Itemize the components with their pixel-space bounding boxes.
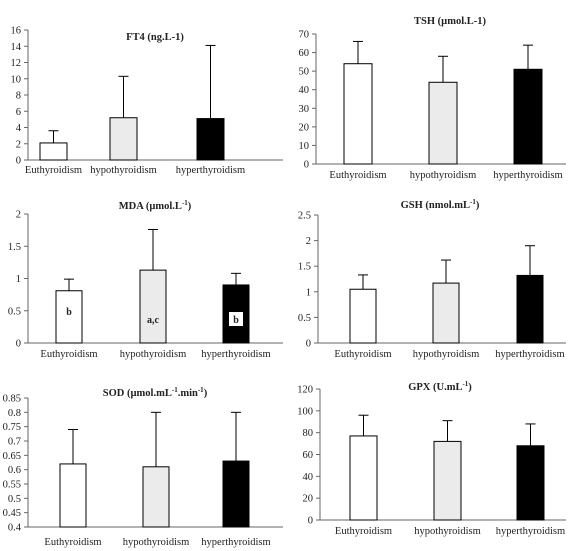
chart-panel-3: 0 0.5 1 1.5 2 Euthyroidism b hypothyroidism a,c h… <box>8 199 283 360</box>
y-tick-label: 12 <box>11 58 22 69</box>
chart-title: GSH (nmol.mL-1) <box>401 198 480 211</box>
category-label: hypothyroidism <box>90 165 157 176</box>
chart-title: FT4 (ng.L-1) <box>126 32 184 43</box>
category-label: hyperthyroidism <box>201 537 270 548</box>
y-tick-label: 120 <box>297 385 313 396</box>
y-tick-label: 0.55 <box>3 480 21 491</box>
bar <box>428 81 458 165</box>
bar <box>109 117 138 161</box>
data-label: a,c <box>147 315 160 326</box>
category-label: hyperthyroidism <box>493 170 562 181</box>
data-label-box <box>229 312 243 326</box>
data-label: b <box>233 315 239 326</box>
bar <box>513 68 543 165</box>
y-tick-label: 20 <box>299 122 310 133</box>
category-label: hypothyroidism <box>410 170 477 181</box>
y-tick-label: 0.7 <box>8 437 21 448</box>
chart-title: TSH (µmol.L-1) <box>414 16 486 27</box>
chart-panel-4: 0 0.5 1 1.5 2 2.5 Euthyroidism hypothyroidism hy… <box>298 198 566 360</box>
y-tick-label: 10 <box>11 74 22 85</box>
y-tick-label: 0 <box>304 160 309 171</box>
y-tick-label: 16 <box>11 26 22 37</box>
y-tick-label: 40 <box>303 472 314 483</box>
y-tick-label: 60 <box>299 48 310 59</box>
bar <box>349 435 378 521</box>
category-label: hyperthyroidism <box>201 349 270 360</box>
bar <box>142 466 170 528</box>
y-tick-label: 0.75 <box>3 422 21 433</box>
y-tick-label: 10 <box>299 141 310 152</box>
data-label: b <box>66 307 72 318</box>
y-tick-label: 30 <box>299 104 310 115</box>
bar <box>516 274 544 344</box>
bar <box>432 282 460 344</box>
category-label: Euthyroidism <box>25 165 82 176</box>
chart-panel-6: 0 20 40 60 80 100 120 Euthyroidism hypothyroidis… <box>297 380 566 537</box>
bar <box>196 118 225 161</box>
chart-panel-2: 0 10 20 30 40 50 60 70 Euthyroidism hypothyroidis… <box>299 16 566 181</box>
y-tick-label: 70 <box>299 30 310 41</box>
y-tick-label: 2 <box>306 236 311 247</box>
bar <box>139 269 167 344</box>
y-tick-label: 1 <box>306 287 311 298</box>
y-tick-label: 0 <box>308 516 313 527</box>
bar <box>516 445 545 521</box>
y-tick-label: 6 <box>16 107 21 118</box>
category-label: hyperthyroidism <box>495 349 564 360</box>
bar <box>55 290 83 344</box>
bar <box>343 63 373 165</box>
bar <box>349 288 377 344</box>
category-label: Euthyroidism <box>40 349 97 360</box>
y-tick-label: 80 <box>303 428 314 439</box>
category-label: Euthyroidism <box>44 537 101 548</box>
y-tick-label: 0.45 <box>3 508 21 519</box>
y-tick-label: 4 <box>16 123 22 134</box>
category-label: hypothyroidism <box>123 537 190 548</box>
chart-title: SOD (µmol.mL-1.min-1) <box>103 386 208 399</box>
y-tick-label: 0.4 <box>8 523 22 534</box>
y-tick-label: 0.5 <box>298 313 311 324</box>
y-tick-label: 0.6 <box>8 465 21 476</box>
y-tick-label: 14 <box>11 42 22 53</box>
category-label: hypothyroidism <box>120 349 187 360</box>
y-tick-label: 1.5 <box>8 242 21 253</box>
bar <box>59 463 87 528</box>
category-label: hyperthyroidism <box>496 526 565 537</box>
y-tick-label: 60 <box>303 450 314 461</box>
bar <box>222 460 250 528</box>
y-tick-label: 8 <box>16 91 21 102</box>
y-tick-label: 0 <box>16 156 21 167</box>
y-tick-label: 0.65 <box>3 451 21 462</box>
category-label: Euthyroidism <box>334 349 391 360</box>
category-label: Euthyroidism <box>329 170 386 181</box>
category-label: hypothyroidism <box>413 349 480 360</box>
category-label: hyperthyroidism <box>176 165 245 176</box>
category-label: hypothyroidism <box>414 526 481 537</box>
y-tick-label: 2 <box>16 210 21 221</box>
y-tick-label: 1 <box>16 274 21 285</box>
chart-panel-5: 0.4 0.45 0.5 0.55 0.6 0.65 0.7 0.75 0.8 0.85 Euthy… <box>3 386 283 548</box>
y-tick-label: 0.5 <box>8 306 21 317</box>
y-tick-label: 1.5 <box>298 262 311 273</box>
chart-title: GPX (U.mL-1) <box>408 380 472 393</box>
y-tick-label: 0.5 <box>8 494 21 505</box>
chart-panel-1: 0 2 4 6 8 10 12 14 16 Euthyroidism hypothyroidism h… <box>11 26 283 176</box>
y-tick-label: 0.8 <box>8 408 21 419</box>
y-tick-label: 2.5 <box>298 211 311 222</box>
category-label: Euthyroidism <box>335 526 392 537</box>
y-tick-label: 40 <box>299 85 310 96</box>
y-tick-label: 0 <box>16 339 21 350</box>
y-tick-label: 2 <box>16 139 21 150</box>
y-tick-label: 0.85 <box>3 394 21 405</box>
chart-title: MDA (µmol.L-1) <box>119 199 192 212</box>
bar <box>39 142 68 161</box>
y-tick-label: 20 <box>303 494 314 505</box>
y-tick-label: 50 <box>299 67 310 78</box>
bar <box>433 440 462 521</box>
y-tick-label: 100 <box>297 406 313 417</box>
y-tick-label: 0 <box>306 339 311 350</box>
